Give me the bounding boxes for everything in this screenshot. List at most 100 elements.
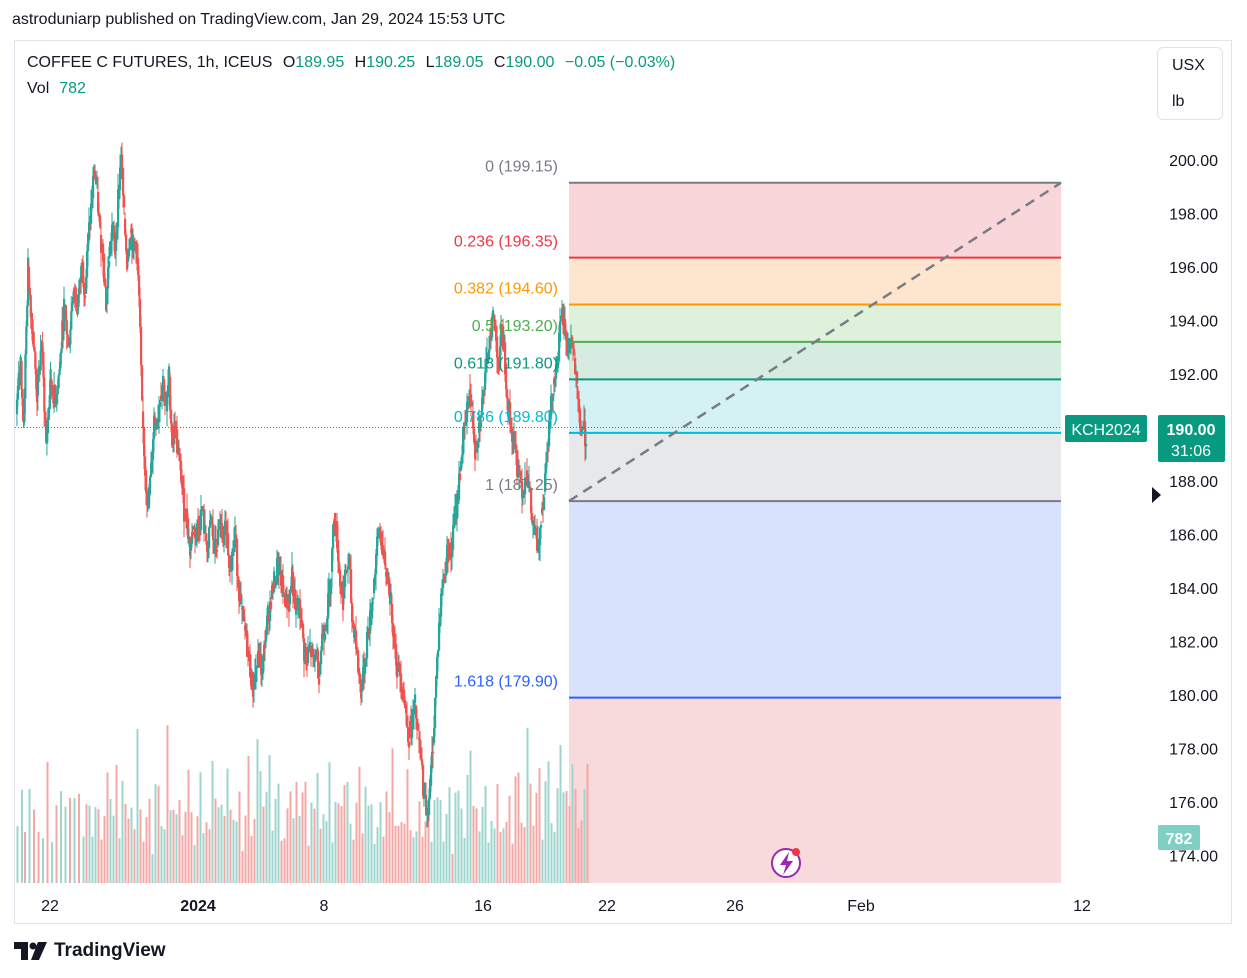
candle-body bbox=[496, 336, 499, 358]
volume-bar bbox=[73, 798, 76, 883]
candle-body bbox=[285, 589, 288, 607]
candle-body bbox=[582, 426, 585, 429]
candle-body bbox=[155, 422, 158, 430]
symbol-legend: COFFEE C FUTURES, 1h, ICEUS O189.95 H190… bbox=[27, 54, 681, 72]
candle-body bbox=[414, 694, 417, 704]
currency-unit-selector[interactable]: USX lb bbox=[1157, 47, 1223, 120]
candle-body bbox=[524, 477, 527, 495]
candle-body bbox=[249, 653, 252, 677]
volume-bar bbox=[541, 839, 544, 883]
candle-body bbox=[104, 282, 107, 286]
candle-body bbox=[546, 454, 549, 463]
candle-body bbox=[179, 454, 182, 461]
candle-body bbox=[433, 728, 436, 744]
tradingview-logo[interactable]: TradingView bbox=[14, 940, 166, 962]
candle-body bbox=[30, 316, 33, 320]
candle-body bbox=[572, 340, 575, 349]
candle-body bbox=[390, 592, 393, 605]
candle-body bbox=[137, 257, 140, 276]
volume-bar bbox=[127, 818, 130, 883]
candle-body bbox=[484, 372, 487, 391]
candle-body bbox=[457, 499, 460, 503]
fib-level-label: 0.236 (196.35) bbox=[454, 234, 558, 251]
candle-body bbox=[61, 320, 64, 349]
fib-zone bbox=[569, 257, 1061, 305]
candle-body bbox=[541, 508, 544, 514]
candle-body bbox=[357, 650, 360, 673]
candle-body bbox=[502, 325, 505, 349]
countdown-label: 31:06 bbox=[1171, 443, 1211, 460]
candle-body bbox=[210, 515, 213, 521]
volume-bar bbox=[376, 827, 379, 883]
candle-body bbox=[23, 398, 26, 423]
candle-body bbox=[278, 563, 281, 576]
volume-bar bbox=[439, 799, 442, 883]
candle-body bbox=[513, 436, 516, 441]
trend-line bbox=[568, 181, 1062, 503]
candle-body bbox=[537, 539, 540, 551]
candle-body bbox=[463, 422, 466, 439]
candle-body bbox=[207, 547, 210, 552]
candle-body bbox=[146, 492, 149, 505]
price-tick-label: 192.00 bbox=[1169, 367, 1218, 384]
candle-body bbox=[573, 348, 576, 354]
candle-body bbox=[504, 342, 507, 375]
candle-body bbox=[198, 527, 201, 534]
candle-body bbox=[469, 390, 472, 395]
candle-body bbox=[349, 561, 352, 570]
candle-body bbox=[128, 249, 131, 257]
candle-body bbox=[361, 685, 364, 690]
volume-bar bbox=[298, 816, 301, 883]
candle-body bbox=[522, 494, 525, 499]
candle-body bbox=[428, 798, 431, 815]
candle-body bbox=[380, 534, 383, 546]
volume-bar bbox=[382, 836, 385, 883]
volume-bar bbox=[112, 815, 115, 883]
candle-body bbox=[75, 299, 78, 307]
candle-body bbox=[494, 320, 497, 327]
candle-body bbox=[397, 661, 400, 669]
volume-bar bbox=[535, 792, 538, 883]
candle-body bbox=[488, 349, 491, 360]
candle-body bbox=[487, 359, 490, 364]
candle-body bbox=[59, 353, 62, 369]
candle-body bbox=[331, 548, 334, 572]
candle-body bbox=[96, 180, 99, 185]
candle-body bbox=[288, 602, 291, 612]
candle-body bbox=[125, 234, 128, 251]
volume-bar bbox=[51, 842, 53, 883]
volume-value: 782 bbox=[59, 80, 86, 97]
candle-body bbox=[143, 427, 146, 457]
volume-bar bbox=[205, 822, 208, 883]
volume-bar bbox=[367, 805, 370, 883]
volume-bar bbox=[100, 839, 103, 883]
candle-body bbox=[460, 461, 463, 471]
volume-bar bbox=[118, 838, 121, 883]
candle-body bbox=[405, 708, 408, 714]
candle-body bbox=[158, 406, 161, 420]
candle-body bbox=[69, 329, 72, 345]
volume-bar bbox=[60, 791, 62, 883]
candle-body bbox=[203, 509, 206, 534]
volume-bar bbox=[91, 836, 94, 883]
volume-bar bbox=[442, 841, 445, 883]
candle-body bbox=[431, 751, 434, 766]
candle-body bbox=[238, 579, 241, 602]
volume-bar bbox=[193, 845, 196, 883]
candle-body bbox=[20, 360, 23, 390]
candle-body bbox=[437, 650, 440, 657]
time-tick-label: 22 bbox=[598, 898, 616, 915]
candle-body bbox=[229, 561, 232, 572]
candle-body bbox=[97, 192, 100, 213]
volume-bar bbox=[229, 809, 232, 883]
candle-body bbox=[77, 295, 80, 308]
fib-zone bbox=[569, 182, 1061, 258]
candle-body bbox=[177, 449, 180, 453]
candle-body bbox=[336, 521, 339, 549]
candle-body bbox=[438, 622, 441, 651]
price-tick-label: 200.00 bbox=[1169, 153, 1218, 170]
volume-bar bbox=[427, 800, 430, 883]
volume-bar bbox=[202, 833, 205, 883]
volume-bar bbox=[280, 840, 283, 883]
